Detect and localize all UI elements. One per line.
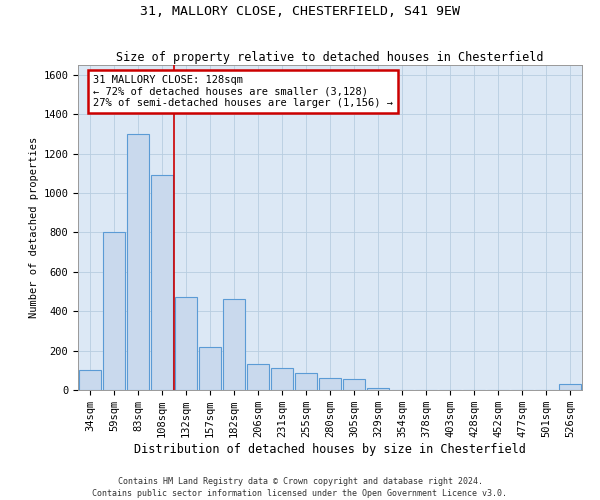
Text: 31, MALLORY CLOSE, CHESTERFIELD, S41 9EW: 31, MALLORY CLOSE, CHESTERFIELD, S41 9EW: [140, 5, 460, 18]
Title: Size of property relative to detached houses in Chesterfield: Size of property relative to detached ho…: [116, 51, 544, 64]
Bar: [559, 384, 581, 390]
Y-axis label: Number of detached properties: Number of detached properties: [29, 137, 39, 318]
Bar: [343, 379, 365, 390]
Bar: [319, 378, 341, 390]
Bar: [127, 134, 149, 390]
Bar: [295, 374, 317, 390]
X-axis label: Distribution of detached houses by size in Chesterfield: Distribution of detached houses by size …: [134, 443, 526, 456]
Text: Contains HM Land Registry data © Crown copyright and database right 2024.
Contai: Contains HM Land Registry data © Crown c…: [92, 476, 508, 498]
Bar: [271, 368, 293, 390]
Bar: [247, 364, 269, 390]
Bar: [199, 346, 221, 390]
Bar: [103, 232, 125, 390]
Bar: [151, 176, 173, 390]
Bar: [79, 370, 101, 390]
Bar: [367, 388, 389, 390]
Bar: [175, 298, 197, 390]
Bar: [223, 300, 245, 390]
Text: 31 MALLORY CLOSE: 128sqm
← 72% of detached houses are smaller (3,128)
27% of sem: 31 MALLORY CLOSE: 128sqm ← 72% of detach…: [93, 74, 393, 108]
